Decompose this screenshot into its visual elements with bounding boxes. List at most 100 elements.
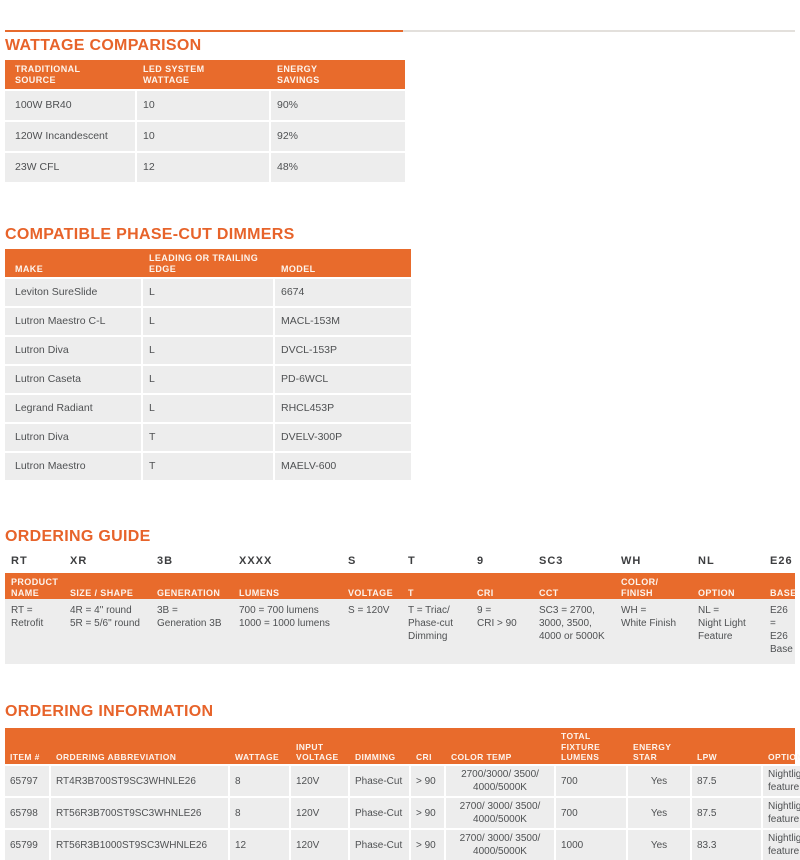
column-header: PRODUCT NAME xyxy=(11,577,59,599)
table-row: Lutron Maestro C-L L MACL-153M xyxy=(5,308,411,335)
table-cell: 90% xyxy=(271,91,405,120)
table-cell: L xyxy=(143,366,273,393)
table-cell: Lutron Maestro C-L xyxy=(5,308,141,335)
ordering-information-title: ORDERING INFORMATION xyxy=(5,703,214,720)
energy-star-cell: Yes xyxy=(628,830,690,860)
column-header: LEADING OR TRAILING EDGE xyxy=(149,253,259,275)
column-header: CRI xyxy=(477,588,494,599)
color-temp-cell: 2700/3000/ 3500/ 4000/5000K xyxy=(446,766,554,796)
code-segment: 3B xyxy=(157,555,174,567)
column-header: LPW xyxy=(697,752,718,763)
ordering-abbreviation-cell: RT4R3B700ST9SC3WHNLE26 xyxy=(51,766,228,796)
table-cell: SC3 = 2700, 3000, 3500, 4000 or 5000K xyxy=(539,605,605,642)
table-header-row: PRODUCT NAME SIZE / SHAPE GENERATION LUM… xyxy=(5,573,796,599)
table-row: 23W CFL 12 48% xyxy=(5,153,405,182)
table-header-row: MAKE LEADING OR TRAILING EDGE MODEL xyxy=(5,249,411,277)
code-segment: T xyxy=(408,555,416,567)
table-cell: > 90 xyxy=(411,798,444,828)
table-cell: PD-6WCL xyxy=(275,366,411,393)
column-header: MODEL xyxy=(281,264,316,275)
energy-star-cell: Yes xyxy=(628,798,690,828)
table-cell: 87.5 xyxy=(692,766,761,796)
table-cell: 120V xyxy=(291,830,348,860)
column-header: LED SYSTEM WATTAGE xyxy=(143,64,205,86)
table-row: Leviton SureSlide L 6674 xyxy=(5,279,411,306)
table-cell: MACL-153M xyxy=(275,308,411,335)
options-cell: Nightlight feature xyxy=(763,766,800,796)
table-row: RT = Retrofit 4R = 4" round 5R = 5/6" ro… xyxy=(5,599,795,664)
table-cell: L xyxy=(143,337,273,364)
code-segment: XXXX xyxy=(239,555,273,567)
column-header: T xyxy=(408,588,414,599)
color-temp-cell: 2700/ 3000/ 3500/ 4000/5000K xyxy=(446,830,554,860)
table-cell: L xyxy=(143,279,273,306)
item-number-cell: 65799 xyxy=(5,830,49,860)
ordering-abbreviation-cell: RT56R3B1000ST9SC3WHNLE26 xyxy=(51,830,228,860)
table-cell: 92% xyxy=(271,122,405,151)
table-cell: 4R = 4" round 5R = 5/6" round xyxy=(70,605,140,629)
ordering-information-section: ORDERING INFORMATION ITEM # ORDERING ABB… xyxy=(5,703,800,860)
table-row: 65797 RT4R3B700ST9SC3WHNLE26 8 120V Phas… xyxy=(5,766,800,796)
table-row: Lutron Caseta L PD-6WCL xyxy=(5,366,411,393)
column-header: MAKE xyxy=(15,264,44,275)
column-header: GENERATION xyxy=(157,588,221,599)
table-cell: WH = White Finish xyxy=(621,605,677,629)
table-header-row: TRADITIONAL SOURCE LED SYSTEM WATTAGE EN… xyxy=(5,60,405,89)
table-cell: Phase-Cut xyxy=(350,830,409,860)
table-cell: S = 120V xyxy=(348,605,390,616)
table-cell: RHCL453P xyxy=(275,395,411,422)
column-header: CCT xyxy=(539,588,559,599)
ordering-guide-table: RT XR 3B XXXX S T 9 SC3 WH NL E26 PRODUC… xyxy=(5,553,796,664)
code-segment: E26 xyxy=(770,555,793,567)
options-cell: Nightlight feature xyxy=(763,830,800,860)
table-row: 120W Incandescent 10 92% xyxy=(5,122,405,151)
table-cell: Phase-Cut xyxy=(350,798,409,828)
ordering-information-table: ITEM # ORDERING ABBREVIATION WATTAGE INP… xyxy=(5,728,800,860)
table-row: Lutron Diva T DVELV-300P xyxy=(5,424,411,451)
column-header: ENERGY SAVINGS xyxy=(277,64,320,86)
compatible-dimmers-title: COMPATIBLE PHASE-CUT DIMMERS xyxy=(5,226,295,243)
table-cell: L xyxy=(143,395,273,422)
table-cell: 3B = Generation 3B xyxy=(157,605,222,629)
table-header-row: ITEM # ORDERING ABBREVIATION WATTAGE INP… xyxy=(5,728,800,764)
code-segment: RT xyxy=(11,555,28,567)
section-divider xyxy=(5,30,795,32)
column-header: VOLTAGE xyxy=(348,588,393,599)
table-cell: E26 = E26 Base xyxy=(770,605,793,655)
model-code-row: RT XR 3B XXXX S T 9 SC3 WH NL E26 xyxy=(5,553,795,572)
column-header: ENERGY STAR xyxy=(633,741,672,763)
compatible-dimmers-section: COMPATIBLE PHASE-CUT DIMMERS MAKE LEADIN… xyxy=(5,227,795,480)
table-row: Lutron Maestro T MAELV-600 xyxy=(5,453,411,480)
table-cell: Legrand Radiant xyxy=(5,395,141,422)
compatible-dimmers-table: MAKE LEADING OR TRAILING EDGE MODEL Levi… xyxy=(5,249,411,480)
wattage-comparison-section: WATTAGE COMPARISON TRADITIONAL SOURCE LE… xyxy=(5,38,795,182)
table-cell: 1000 xyxy=(556,830,626,860)
table-cell: L xyxy=(143,308,273,335)
table-cell: T xyxy=(143,453,273,480)
column-header: INPUT VOLTAGE xyxy=(296,741,339,763)
table-cell: 48% xyxy=(271,153,405,182)
item-number-cell: 65797 xyxy=(5,766,49,796)
table-cell: RT = Retrofit xyxy=(11,605,44,629)
table-cell: Leviton SureSlide xyxy=(5,279,141,306)
table-cell: 120W Incandescent xyxy=(5,122,135,151)
wattage-comparison-title: WATTAGE COMPARISON xyxy=(5,37,202,54)
table-cell: DVELV-300P xyxy=(275,424,411,451)
table-cell: T = Triac/ Phase-cut Dimming xyxy=(408,605,454,642)
spec-sheet-page: WATTAGE COMPARISON TRADITIONAL SOURCE LE… xyxy=(0,30,800,860)
table-cell: DVCL-153P xyxy=(275,337,411,364)
column-header: COLOR TEMP xyxy=(451,752,512,763)
options-cell: Nightlight feature xyxy=(763,798,800,828)
code-segment: WH xyxy=(621,555,642,567)
table-cell: Phase-Cut xyxy=(350,766,409,796)
table-row: 100W BR40 10 90% xyxy=(5,91,405,120)
code-segment: 9 xyxy=(477,555,485,567)
table-cell: 120V xyxy=(291,798,348,828)
column-header: TOTAL FIXTURE LUMENS xyxy=(561,731,601,763)
table-row: 65798 RT56R3B700ST9SC3WHNLE26 8 120V Pha… xyxy=(5,798,800,828)
table-cell: T xyxy=(143,424,273,451)
table-cell: 87.5 xyxy=(692,798,761,828)
table-cell: 10 xyxy=(137,122,269,151)
column-header: CRI xyxy=(416,752,432,763)
code-segment: SC3 xyxy=(539,555,564,567)
